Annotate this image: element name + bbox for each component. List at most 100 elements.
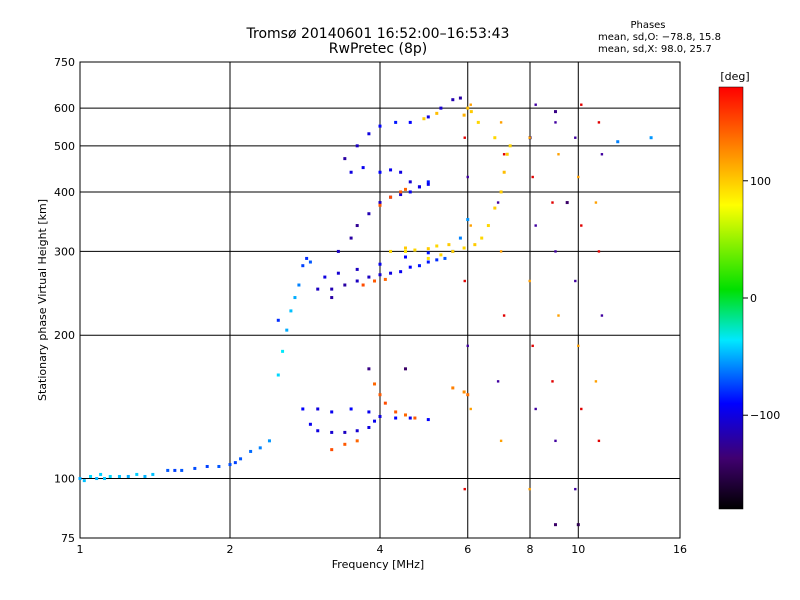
data-point xyxy=(531,344,534,348)
data-point xyxy=(330,287,334,291)
data-point xyxy=(469,224,472,227)
data-point xyxy=(78,477,82,481)
data-point xyxy=(502,170,506,174)
data-point xyxy=(528,487,531,491)
data-point xyxy=(285,328,289,332)
data-point xyxy=(439,106,443,110)
data-point xyxy=(355,144,359,148)
data-point xyxy=(117,474,121,478)
data-point xyxy=(330,430,334,434)
data-point xyxy=(378,170,382,174)
data-point xyxy=(367,275,371,279)
data-point xyxy=(426,182,430,186)
data-point xyxy=(330,296,334,300)
data-point xyxy=(426,256,430,260)
data-point xyxy=(574,279,577,283)
data-point xyxy=(349,407,353,411)
data-point xyxy=(426,115,430,119)
x-tick-label: 8 xyxy=(527,543,534,556)
data-point xyxy=(426,247,430,251)
data-point xyxy=(616,140,620,144)
data-point xyxy=(534,407,537,411)
data-point xyxy=(463,487,466,491)
data-point xyxy=(469,407,472,411)
data-point xyxy=(361,283,365,287)
data-point xyxy=(499,190,503,194)
data-point xyxy=(135,472,139,476)
data-point xyxy=(451,249,455,253)
data-point xyxy=(330,448,334,452)
data-point xyxy=(499,250,503,253)
data-point xyxy=(378,273,382,277)
plot-frame xyxy=(79,61,681,539)
data-point xyxy=(316,429,320,433)
data-point xyxy=(534,103,537,106)
y-axis-title: Stationary phase Virtual Height [km] xyxy=(36,199,49,401)
data-point xyxy=(580,407,583,411)
data-point xyxy=(417,185,421,189)
data-point xyxy=(554,250,557,253)
data-point xyxy=(553,523,557,527)
chart-subtitle: RwPretec (8p) xyxy=(329,41,427,57)
data-point xyxy=(301,264,305,268)
y-tick-label: 200 xyxy=(54,329,75,342)
data-point xyxy=(126,474,130,478)
data-point xyxy=(600,153,604,156)
data-point xyxy=(378,124,382,128)
colorbar-ticks: 100 0 −100 xyxy=(743,175,780,422)
x-tick-label: 16 xyxy=(673,543,687,556)
y-tick-label: 100 xyxy=(54,473,75,486)
data-point xyxy=(343,442,347,446)
data-point xyxy=(565,201,569,205)
data-point xyxy=(462,246,466,250)
data-point xyxy=(293,296,297,300)
data-point xyxy=(373,419,377,423)
data-point xyxy=(597,250,601,253)
data-point xyxy=(439,253,443,257)
data-point xyxy=(367,212,371,216)
data-point xyxy=(649,136,653,140)
data-point xyxy=(95,477,99,481)
data-point xyxy=(426,180,430,184)
data-point xyxy=(399,170,403,174)
data-point xyxy=(451,98,455,102)
data-point xyxy=(297,283,301,287)
data-point xyxy=(417,264,421,268)
data-point xyxy=(316,407,320,411)
data-point xyxy=(361,166,365,170)
data-point xyxy=(554,439,557,443)
data-point xyxy=(466,175,469,179)
data-point xyxy=(166,468,170,472)
data-point xyxy=(435,258,439,262)
data-point xyxy=(373,279,377,283)
colorbar-label: [deg] xyxy=(720,70,749,83)
data-point xyxy=(403,413,407,417)
data-point xyxy=(308,422,312,426)
data-point xyxy=(466,344,469,348)
x-tick-label: 6 xyxy=(464,543,471,556)
data-point xyxy=(228,463,232,467)
data-point xyxy=(462,390,466,394)
y-tick-label: 600 xyxy=(54,102,75,115)
x-axis-title: Frequency [MHz] xyxy=(332,558,424,571)
data-point xyxy=(505,152,509,156)
data-point xyxy=(557,314,560,317)
data-point xyxy=(408,265,412,269)
data-point xyxy=(205,464,209,468)
data-point xyxy=(534,224,537,227)
data-point xyxy=(389,168,393,172)
data-point xyxy=(597,121,601,124)
data-point xyxy=(466,218,470,222)
y-tick-label: 75 xyxy=(61,532,75,545)
data-point xyxy=(173,468,177,472)
stats-o-line: mean, sd,O: −78.8, 15.8 xyxy=(598,32,721,43)
data-point xyxy=(408,416,412,420)
data-point xyxy=(355,267,359,271)
data-point xyxy=(399,270,403,274)
x-tick-label: 4 xyxy=(377,543,384,556)
data-point xyxy=(355,224,359,228)
data-point xyxy=(499,439,503,443)
data-point xyxy=(502,153,506,156)
data-point xyxy=(594,380,598,383)
